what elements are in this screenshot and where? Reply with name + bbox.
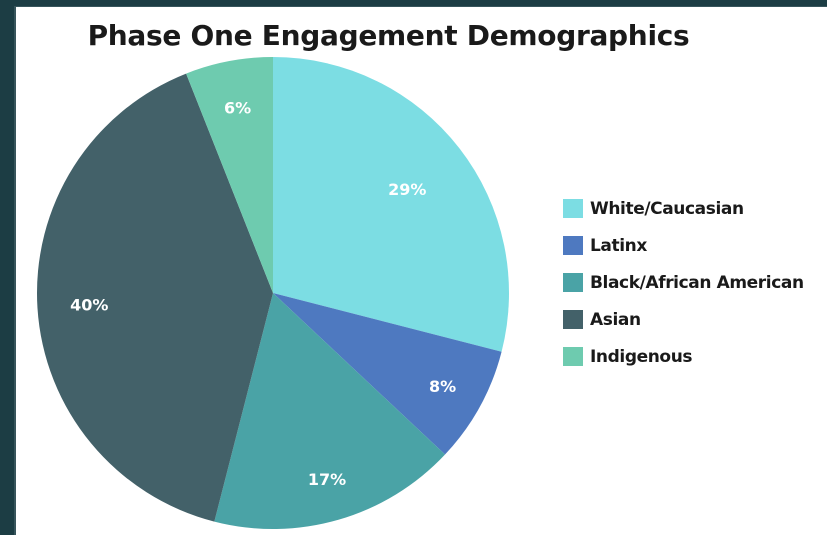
chart-legend: White/Caucasian Latinx Black/African Ameri… bbox=[563, 198, 804, 383]
slice-data-label: 8% bbox=[429, 377, 456, 396]
pie-slice-latinx bbox=[273, 293, 502, 455]
legend-swatch bbox=[563, 236, 583, 255]
pie-slice-black-african-american bbox=[214, 293, 446, 529]
legend-item: Latinx bbox=[563, 235, 804, 256]
legend-swatch bbox=[563, 347, 583, 366]
slice-data-label: 40% bbox=[70, 296, 108, 315]
chart-title: Phase One Engagement Demographics bbox=[87, 19, 690, 52]
legend-label: Asian bbox=[590, 309, 641, 330]
legend-item: White/Caucasian bbox=[563, 198, 804, 219]
legend-label: White/Caucasian bbox=[590, 198, 744, 219]
legend-swatch bbox=[563, 273, 583, 292]
pie-slice-white-caucasian bbox=[273, 57, 510, 352]
legend-label: Indigenous bbox=[590, 346, 693, 367]
legend-label: Black/African American bbox=[590, 272, 804, 293]
pie-slice-indigenous bbox=[186, 57, 273, 293]
legend-swatch bbox=[563, 310, 583, 329]
legend-swatch bbox=[563, 199, 583, 218]
pie-slice-asian bbox=[37, 73, 274, 522]
legend-item: Black/African American bbox=[563, 272, 804, 293]
slice-data-label: 29% bbox=[388, 180, 426, 199]
slice-data-label: 6% bbox=[224, 99, 251, 118]
slice-data-label: 17% bbox=[308, 470, 346, 489]
legend-item: Asian bbox=[563, 309, 804, 330]
legend-item: Indigenous bbox=[563, 346, 804, 367]
legend-label: Latinx bbox=[590, 235, 647, 256]
